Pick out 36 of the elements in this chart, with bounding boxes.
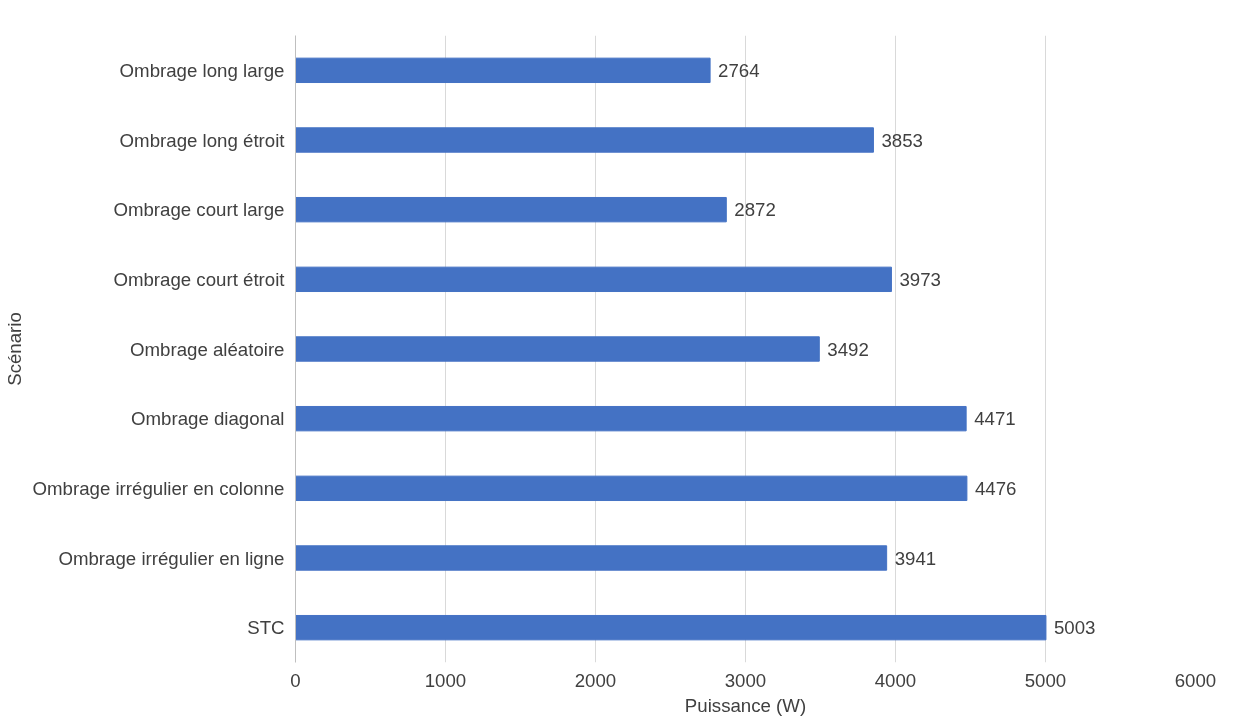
bar — [295, 475, 968, 502]
bar — [295, 336, 820, 362]
x-axis-title: Puissance (W) — [684, 694, 807, 716]
x-tick-label: 6000 — [1174, 669, 1217, 691]
y-tick-label: STC — [247, 617, 285, 639]
data-label: 4476 — [974, 477, 1017, 499]
x-tick-label: 5000 — [1024, 669, 1067, 691]
data-label: 2764 — [718, 59, 760, 81]
x-tick-label: 0 — [290, 669, 301, 691]
data-label: 4471 — [974, 408, 1016, 430]
y-tick-label: Ombrage long large — [119, 59, 285, 81]
y-tick-label: Ombrage aléatoire — [129, 338, 285, 360]
bar — [295, 196, 727, 223]
data-label: 3941 — [894, 547, 937, 569]
data-label: 3492 — [827, 338, 869, 360]
y-axis-title: Scénario — [3, 312, 25, 386]
x-tick-label: 2000 — [574, 669, 617, 691]
data-label: 3853 — [881, 129, 923, 151]
y-tick-label: Ombrage long étroit — [119, 129, 286, 151]
data-label: 2872 — [734, 199, 776, 221]
data-label: 3973 — [899, 268, 941, 290]
y-tick-label: Ombrage diagonal — [131, 408, 285, 430]
y-tick-label: Ombrage court étroit — [113, 268, 286, 290]
y-tick-label: Ombrage irrégulier en ligne — [58, 547, 285, 569]
x-tick-label: 3000 — [724, 669, 767, 691]
bar — [295, 57, 711, 84]
bar — [295, 614, 1047, 641]
x-tick-label: 1000 — [424, 669, 467, 691]
y-tick-label: Ombrage court large — [113, 199, 285, 221]
y-tick-label: Ombrage irrégulier en colonne — [32, 477, 285, 499]
bar — [295, 266, 892, 293]
bar — [295, 405, 967, 432]
bar — [295, 545, 888, 571]
data-label: 5003 — [1053, 617, 1096, 639]
x-tick-label: 4000 — [874, 669, 917, 691]
bar — [295, 127, 874, 153]
